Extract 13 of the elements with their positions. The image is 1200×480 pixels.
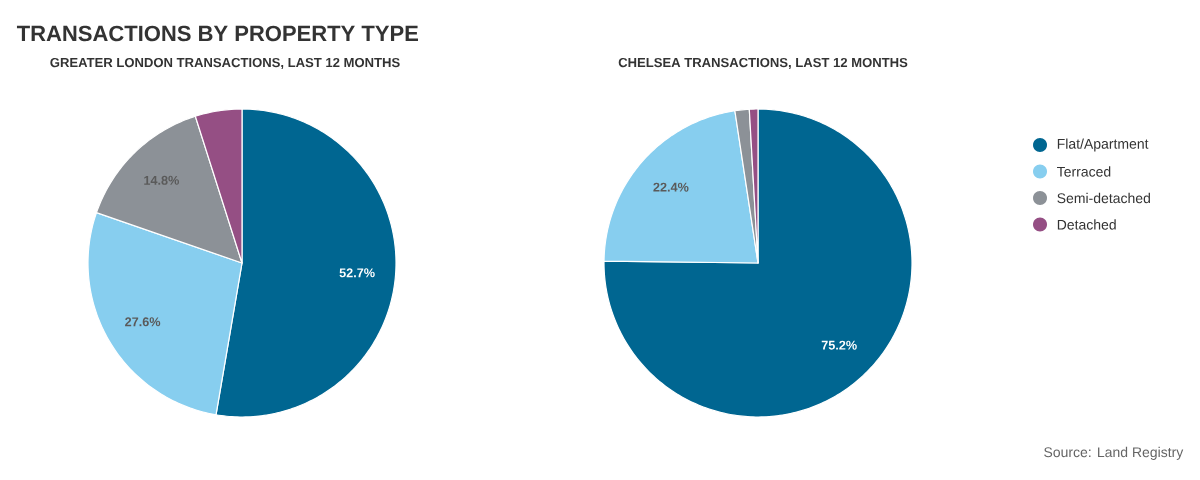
legend-label: Detached — [1057, 219, 1116, 230]
source-note: Source: Land Registry — [1044, 446, 1184, 460]
chart-subtitle: CHELSEA TRANSACTIONS, LAST 12 MONTHS — [618, 57, 908, 70]
data-label: 52.7% — [339, 268, 375, 278]
chart-title: TRANSACTIONS BY PROPERTY TYPE — [16, 25, 418, 42]
data-label: 27.6% — [125, 317, 161, 327]
legend-label: Flat/Apartment — [1057, 138, 1149, 152]
legend-label: Semi-detached — [1057, 192, 1150, 204]
data-label: 22.4% — [653, 182, 689, 192]
legend-label: Terraced — [1057, 166, 1111, 177]
data-label: 75.2% — [821, 340, 857, 350]
data-label: 14.8% — [144, 175, 179, 185]
chart-subtitle: GREATER LONDON TRANSACTIONS, LAST 12 MONTHS — [50, 57, 400, 70]
